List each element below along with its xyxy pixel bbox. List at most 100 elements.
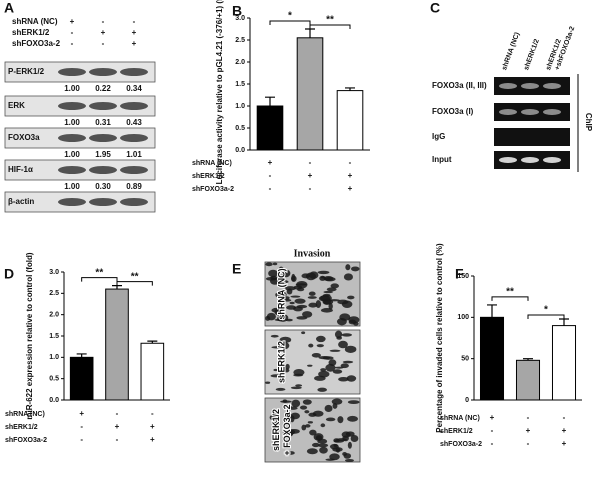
cell — [328, 302, 333, 310]
condition-sign: + — [348, 184, 353, 193]
blot-quant: 1.00 — [64, 84, 80, 93]
cell — [291, 275, 297, 282]
significance-label: ** — [95, 267, 103, 278]
cell — [333, 438, 340, 443]
cell — [330, 283, 339, 289]
cell — [284, 286, 296, 291]
y-tick-label: 100 — [457, 314, 469, 321]
blot-quant: 0.30 — [95, 182, 111, 191]
cell — [325, 458, 335, 461]
cell — [289, 415, 295, 423]
cell — [285, 363, 290, 370]
blot-label: β-actin — [8, 197, 34, 206]
cell — [311, 442, 320, 448]
condition-sign: + — [562, 426, 567, 435]
panel-label: C — [430, 0, 440, 16]
cell — [342, 360, 354, 364]
cell — [340, 363, 349, 369]
cell — [329, 349, 341, 352]
condition-sign: - — [527, 439, 530, 448]
blot-label: HIF-1α — [8, 165, 33, 174]
condition-sign: - — [116, 435, 119, 444]
cell — [328, 299, 341, 302]
y-tick-label: 50 — [461, 356, 469, 363]
error-bar — [76, 353, 87, 358]
image-label: shERK1/2 — [276, 341, 286, 383]
gel-lane — [494, 128, 570, 146]
condition-label: shERK1/2 — [12, 28, 50, 37]
cell — [325, 417, 336, 422]
cell — [314, 375, 326, 381]
cell — [265, 381, 271, 384]
condition-sign: - — [71, 28, 74, 37]
cell — [323, 290, 334, 294]
blot-quant: 0.43 — [126, 118, 142, 127]
cell — [343, 273, 353, 281]
y-tick-label: 1.5 — [49, 333, 59, 340]
error-bar — [523, 358, 533, 361]
cell — [317, 270, 330, 275]
cell — [286, 305, 297, 310]
significance-label: * — [544, 305, 548, 316]
cell — [286, 288, 293, 295]
cell — [341, 333, 353, 337]
cell — [334, 330, 343, 339]
condition-label: shFOXO3a-2 — [5, 437, 47, 444]
cell — [307, 296, 317, 299]
cell — [299, 405, 308, 410]
blot-quant: 1.95 — [95, 150, 111, 159]
y-tick-label: 2.0 — [235, 59, 245, 66]
cell — [311, 352, 321, 358]
condition-sign: + — [132, 39, 137, 48]
panel-label: F — [455, 266, 464, 282]
y-tick-label: 0.5 — [235, 125, 245, 132]
blot-label: ERK — [8, 101, 25, 110]
cell — [280, 400, 292, 403]
cell — [308, 343, 314, 348]
cell — [338, 340, 348, 349]
blot-band — [89, 198, 117, 206]
cell — [302, 399, 312, 405]
blot-quant: 1.00 — [64, 182, 80, 191]
panel-label: D — [4, 266, 14, 282]
cell — [272, 262, 278, 266]
cell — [347, 415, 359, 422]
significance-bracket — [491, 296, 529, 301]
condition-sign: - — [269, 184, 272, 193]
y-tick-label: 0.0 — [235, 147, 245, 154]
blot-quant: 0.31 — [95, 118, 111, 127]
y-tick-label: 3.0 — [49, 269, 59, 276]
blot-band — [120, 198, 148, 206]
cell — [323, 276, 334, 281]
condition-sign: - — [269, 171, 272, 180]
gel-band — [499, 83, 517, 89]
row-label: FOXO3a (I) — [432, 107, 474, 116]
cell — [270, 275, 278, 281]
cell — [316, 335, 326, 343]
condition-label: shFOXO3a-2 — [192, 186, 234, 193]
cell — [282, 368, 290, 373]
gel-band — [499, 109, 517, 115]
panel-title: Invasion — [294, 248, 331, 259]
condition-sign: + — [348, 171, 353, 180]
cell — [331, 398, 343, 405]
cell — [268, 269, 278, 278]
significance-bracket — [309, 24, 351, 29]
cell — [317, 387, 327, 392]
bar — [256, 105, 284, 151]
cell — [290, 386, 302, 390]
gel-band — [543, 157, 561, 163]
y-tick-label: 2.0 — [49, 312, 59, 319]
cell — [313, 433, 324, 441]
cell — [293, 373, 304, 377]
cell — [266, 312, 276, 321]
cell — [336, 318, 347, 326]
condition-sign: - — [102, 17, 105, 26]
cell — [343, 453, 352, 459]
condition-label: shFOXO3a-2 — [12, 39, 61, 48]
condition-sign: + — [79, 409, 84, 418]
cell — [345, 264, 351, 271]
blot-label: FOXO3a — [8, 133, 40, 142]
column-label: shERK1/2 — [523, 38, 541, 71]
condition-label: shERK1/2 — [5, 424, 38, 431]
